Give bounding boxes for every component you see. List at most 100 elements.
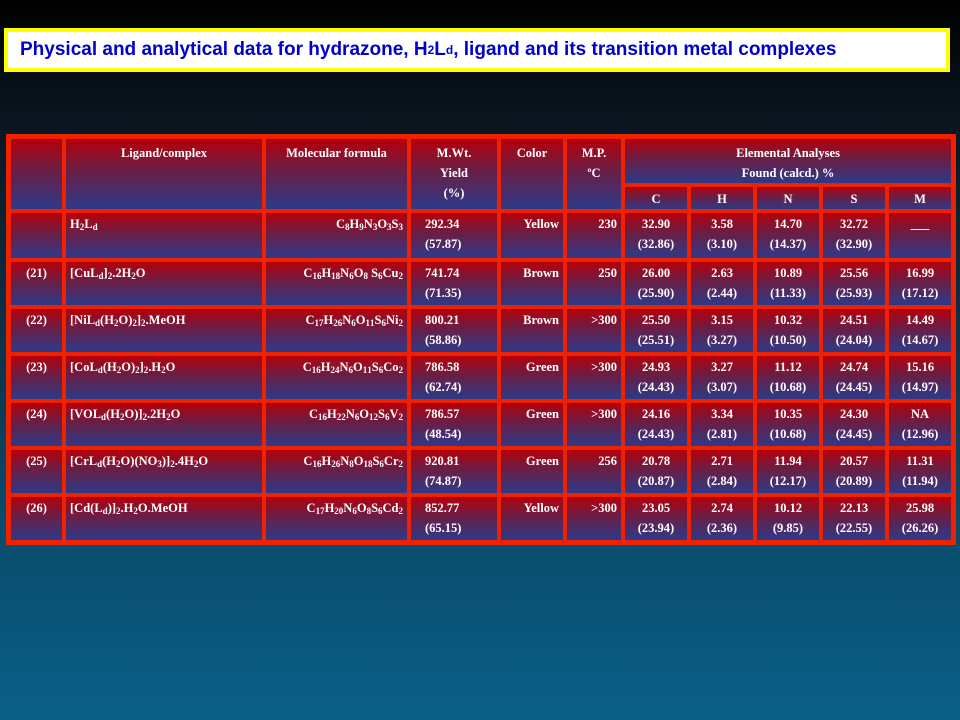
cell-h-found: 3.27 xyxy=(711,360,733,374)
table-row: (22) [NiLd(H2O)2]2.MeOH C17H26N6O11S6Ni2 80… xyxy=(9,307,954,354)
cell-m-calcd: (11.94) xyxy=(902,474,938,488)
header-mp: M.P. ºC xyxy=(565,137,623,211)
cell-mwt-yield: 786.58 (62.74) xyxy=(409,354,499,401)
cell-m-calcd: (17.12) xyxy=(901,286,939,300)
header-ligand: Ligand/complex xyxy=(64,137,264,211)
cell-color: Yellow xyxy=(499,211,565,260)
cell-yield: (48.54) xyxy=(425,427,462,441)
cell-m: 15.16 (14.97) xyxy=(887,354,954,401)
cell-mwt: 786.57 xyxy=(425,407,460,421)
cell-s-calcd: (24.45) xyxy=(835,380,873,394)
cell-c: 24.93 (24.43) xyxy=(623,354,689,401)
cell-h-calcd: (2.44) xyxy=(706,286,738,300)
cell-m-calcd: (12.96) xyxy=(901,427,939,441)
cell-mp: 250 xyxy=(565,260,623,307)
cell-mwt-yield: 800.21 (58.86) xyxy=(409,307,499,354)
cell-h-calcd: (3.27) xyxy=(706,333,738,347)
cell-mwt-yield: 786.57 (48.54) xyxy=(409,401,499,448)
header-n: N xyxy=(755,185,821,211)
cell-n: 11.94 (12.17) xyxy=(755,448,821,495)
cell-m-calcd: (14.67) xyxy=(901,333,939,347)
cell-n-found: 10.12 xyxy=(773,501,803,515)
cell-n-found: 10.89 xyxy=(773,266,803,280)
slide-title: Physical and analytical data for hydrazo… xyxy=(4,28,950,72)
header-c: C xyxy=(623,185,689,211)
cell-n-found: 10.32 xyxy=(773,313,803,327)
cell-h-found: 2.71 xyxy=(711,454,733,468)
cell-h: 3.58 (3.10) xyxy=(689,211,755,260)
header-mwt-line1: M.Wt. xyxy=(436,146,472,160)
cell-c: 24.16 (24.43) xyxy=(623,401,689,448)
cell-compound-no: (22) xyxy=(9,307,64,354)
cell-complex: [CrLd(H2O)(NO3)]2.4H2O xyxy=(64,448,264,495)
title-sub-1: 2 xyxy=(427,43,435,57)
header-mp-line1: M.P. xyxy=(581,146,607,160)
table-row: (25) [CrLd(H2O)(NO3)]2.4H2O C16H26N8O18S6C… xyxy=(9,448,954,495)
cell-formula: C17H20N6O8S6Cd2 xyxy=(264,495,409,542)
cell-formula: C16H26N8O18S6Cr2 xyxy=(264,448,409,495)
cell-c: 20.78 (20.87) xyxy=(623,448,689,495)
header-elemental: Elemental Analyses Found (calcd.) % xyxy=(623,137,954,185)
cell-yield: (57.87) xyxy=(425,237,462,251)
header-mwt-line2: Yield xyxy=(439,166,468,180)
cell-mwt: 800.21 xyxy=(425,313,460,327)
cell-c-found: 24.16 xyxy=(641,407,671,421)
cell-compound-no: (21) xyxy=(9,260,64,307)
cell-compound-no: (26) xyxy=(9,495,64,542)
cell-yield: (58.86) xyxy=(425,333,462,347)
cell-h-calcd: (2.84) xyxy=(706,474,738,488)
cell-n: 14.70 (14.37) xyxy=(755,211,821,260)
title-sub-2: d xyxy=(445,43,454,57)
cell-c-calcd: (24.43) xyxy=(637,427,675,441)
cell-c-found: 23.05 xyxy=(641,501,671,515)
header-h: H xyxy=(689,185,755,211)
cell-formula: C16H18N6O8 S6Cu2 xyxy=(264,260,409,307)
cell-m: 25.98 (26.26) xyxy=(887,495,954,542)
cell-c-found: 26.00 xyxy=(641,266,671,280)
cell-mwt: 786.58 xyxy=(425,360,460,374)
cell-h: 3.15 (3.27) xyxy=(689,307,755,354)
cell-m-found: NA xyxy=(910,407,930,421)
cell-yield: (65.15) xyxy=(425,521,462,535)
cell-n-calcd: (12.17) xyxy=(769,474,807,488)
cell-s-found: 32.72 xyxy=(839,217,869,231)
cell-h-found: 3.58 xyxy=(711,217,733,231)
cell-formula: C16H22N6O12S6V2 xyxy=(264,401,409,448)
cell-yield: (62.74) xyxy=(425,380,462,394)
cell-mp: >300 xyxy=(565,401,623,448)
cell-compound-no xyxy=(9,211,64,260)
header-formula: Molecular formula xyxy=(264,137,409,211)
cell-n-calcd: (10.50) xyxy=(769,333,807,347)
table-row: (23) [CoLd(H2O)2]2.H2O C16H24N6O11S6Co2 786… xyxy=(9,354,954,401)
cell-s-calcd: (24.04) xyxy=(835,333,873,347)
cell-color: Green xyxy=(499,401,565,448)
cell-c-calcd: (25.90) xyxy=(637,286,675,300)
cell-compound-no: (25) xyxy=(9,448,64,495)
cell-color: Brown xyxy=(499,260,565,307)
cell-h: 3.34 (2.81) xyxy=(689,401,755,448)
cell-compound-no: (24) xyxy=(9,401,64,448)
cell-formula: C8H9N3O3S3 xyxy=(264,211,409,260)
cell-compound-no: (23) xyxy=(9,354,64,401)
cell-mwt: 920.81 xyxy=(425,454,460,468)
cell-m: NA (12.96) xyxy=(887,401,954,448)
header-s: S xyxy=(821,185,887,211)
cell-h: 2.63 (2.44) xyxy=(689,260,755,307)
cell-c-calcd: (20.87) xyxy=(637,474,675,488)
cell-c-found: 20.78 xyxy=(641,454,671,468)
cell-c-calcd: (25.51) xyxy=(637,333,675,347)
cell-m-found: 16.99 xyxy=(905,266,935,280)
cell-s-calcd: (24.45) xyxy=(835,427,873,441)
cell-c: 25.50 (25.51) xyxy=(623,307,689,354)
header-elemental-line1: Elemental Analyses xyxy=(736,146,840,160)
cell-n-found: 14.70 xyxy=(773,217,803,231)
cell-mwt: 292.34 xyxy=(425,217,460,231)
cell-s-found: 24.74 xyxy=(839,360,869,374)
cell-n: 10.32 (10.50) xyxy=(755,307,821,354)
cell-mwt: 852.77 xyxy=(425,501,460,515)
cell-c: 23.05 (23.94) xyxy=(623,495,689,542)
cell-complex: [CuLd]2.2H2O xyxy=(64,260,264,307)
cell-s-found: 24.51 xyxy=(839,313,869,327)
cell-mp: 230 xyxy=(565,211,623,260)
cell-mp: >300 xyxy=(565,307,623,354)
